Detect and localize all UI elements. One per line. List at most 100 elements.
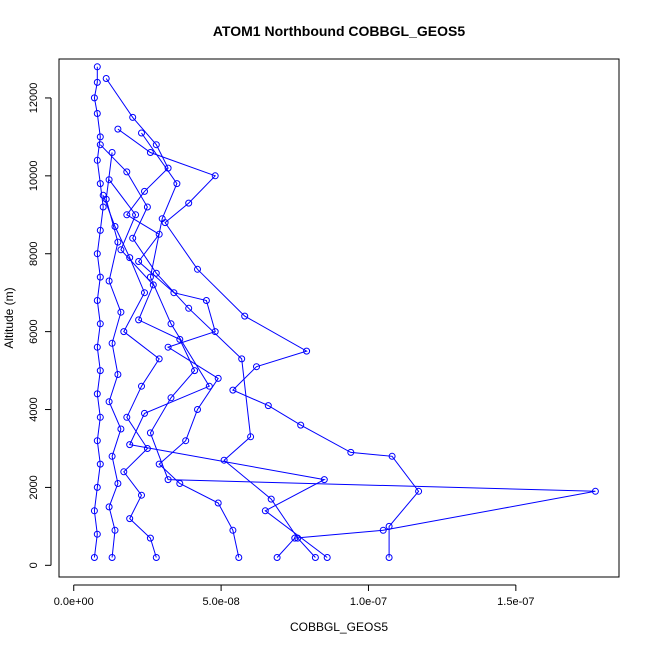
data-point <box>138 382 145 390</box>
data-point <box>191 367 199 375</box>
data-point <box>385 554 393 561</box>
data-point <box>261 507 269 515</box>
data-point <box>120 468 128 476</box>
data-point <box>185 199 193 207</box>
data-point <box>170 289 178 297</box>
data-point <box>96 367 104 375</box>
data-point <box>591 487 599 495</box>
data-point <box>123 168 131 176</box>
data-point <box>105 277 113 285</box>
data-point <box>126 254 134 262</box>
series-3 <box>114 125 423 561</box>
data-point <box>176 480 184 487</box>
y-tick-label: 8000 <box>28 241 40 265</box>
data-point <box>108 554 116 561</box>
data-point <box>102 75 110 82</box>
data-point <box>96 273 104 281</box>
data-point <box>146 534 154 542</box>
data-point <box>297 421 305 429</box>
data-point <box>96 460 104 468</box>
data-point <box>194 406 201 413</box>
series-line <box>93 66 104 558</box>
data-point <box>99 203 107 211</box>
data-point <box>114 371 122 378</box>
data-point <box>220 456 228 464</box>
data-point <box>96 413 104 421</box>
data-point <box>303 347 311 355</box>
data-point <box>176 335 184 343</box>
data-point <box>93 156 101 164</box>
data-point <box>93 437 101 445</box>
data-point <box>117 308 125 316</box>
data-point <box>111 223 119 230</box>
data-point <box>267 495 275 503</box>
data-point <box>105 398 113 406</box>
data-point <box>211 172 219 180</box>
series-5 <box>105 176 599 561</box>
data-point <box>96 320 104 328</box>
data-point <box>108 452 116 460</box>
data-point <box>143 203 151 211</box>
plot-frame <box>58 58 620 578</box>
data-point <box>238 355 246 363</box>
data-point <box>123 413 131 421</box>
data-point <box>93 110 101 117</box>
data-point <box>347 448 355 456</box>
data-point <box>96 226 104 234</box>
data-point <box>93 78 101 86</box>
data-point <box>388 452 396 460</box>
data-point <box>214 374 222 382</box>
data-point <box>379 526 387 534</box>
data-point <box>93 483 101 491</box>
data-point <box>146 149 154 156</box>
data-point <box>141 409 148 417</box>
data-point <box>229 386 237 394</box>
data-point <box>138 491 145 499</box>
series-6 <box>99 191 163 561</box>
y-tick-label: 6000 <box>28 319 40 343</box>
x-tick-label: 5.0e-08 <box>202 596 239 608</box>
data-point <box>96 141 104 149</box>
data-point <box>132 211 140 219</box>
data-point <box>146 429 154 437</box>
data-point <box>135 316 143 324</box>
data-point <box>90 507 98 515</box>
data-point <box>105 503 113 511</box>
data-point <box>167 394 175 402</box>
data-point <box>173 180 181 188</box>
data-point <box>126 441 134 449</box>
data-point <box>93 343 101 351</box>
data-point <box>146 273 154 281</box>
x-tick-label: 1.5e-07 <box>497 596 534 608</box>
data-point <box>158 215 166 223</box>
y-tick-label: 0 <box>28 562 40 568</box>
x-tick-label: 0.0e+00 <box>54 596 94 608</box>
data-point <box>126 515 134 523</box>
data-point <box>114 238 122 246</box>
data-point <box>185 304 193 312</box>
data-point <box>167 320 175 328</box>
series-line <box>102 195 160 558</box>
series-7 <box>102 149 125 561</box>
data-point <box>164 343 172 351</box>
data-point <box>90 554 98 561</box>
series-8 <box>126 129 331 561</box>
data-point <box>194 265 201 273</box>
data-point <box>117 246 125 254</box>
data-point <box>93 530 101 538</box>
series-line <box>108 179 596 558</box>
data-point <box>211 328 219 336</box>
data-point <box>93 250 101 258</box>
y-tick-label: 4000 <box>28 397 40 421</box>
data-point <box>253 363 260 371</box>
data-point <box>138 129 145 137</box>
data-point <box>111 526 119 534</box>
data-point <box>149 281 157 289</box>
y-axis: 0 2000 4000 6000 8000 10000 12000 <box>28 83 52 568</box>
data-point <box>235 554 243 561</box>
y-axis-label: Altitude (m) <box>2 287 16 348</box>
data-point <box>241 312 249 320</box>
data-point <box>141 187 148 195</box>
data-point <box>320 476 328 484</box>
